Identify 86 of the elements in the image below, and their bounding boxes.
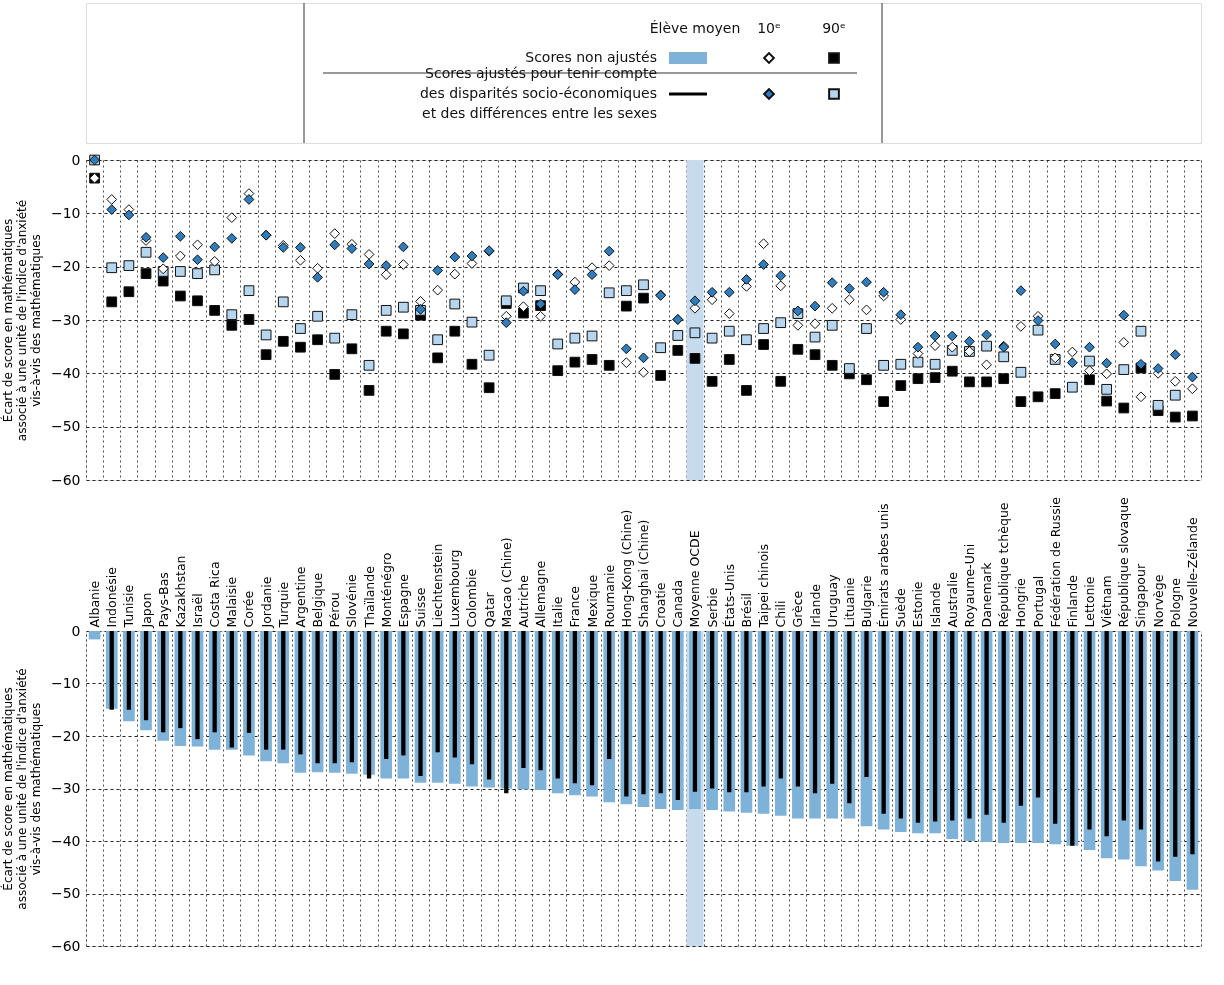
x-tick-label: Croatie [653, 582, 669, 628]
y-tick-label: 0 [71, 622, 81, 639]
legend-title: Élève moyen [649, 20, 741, 36]
x-tick-label: Grèce [790, 590, 806, 628]
x-tick-label: Finlande [1064, 574, 1080, 628]
x-tick-label: France [567, 585, 583, 628]
x-tick-label: Indonésie [104, 566, 120, 628]
x-tick-label: Pologne [1167, 577, 1183, 628]
x-tick-label: Lituanie [841, 577, 857, 628]
y-tick-label: −20 [50, 727, 81, 744]
x-tick-label: Australie [944, 571, 960, 628]
x-tick-label: Thaïlande [361, 565, 377, 629]
x-tick-label: Bulgarie [859, 575, 874, 628]
y-tick-label: −60 [50, 937, 81, 954]
x-tick-label: Pays-Bas [155, 572, 171, 628]
x-tick-label: Turquie [275, 581, 291, 629]
x-tick-label: Tunisie [121, 584, 137, 629]
x-tick-label: Pérou [327, 592, 343, 628]
x-tick-label: Viêtnam [1099, 575, 1115, 628]
x-tick-label: Macao (Chine) [498, 537, 514, 628]
x-tick-label: Argentine [292, 566, 308, 628]
x-tick-label: Brésil [738, 592, 754, 628]
x-tick-label: Singapour [1133, 563, 1149, 628]
y-tick-label: −30 [50, 311, 81, 328]
x-tick-label: Shanghai (Chine) [636, 519, 651, 628]
x-tick-label: Corée [241, 590, 257, 628]
x-tick-label: Jordanie [258, 576, 274, 629]
x-tick-label: Belgique [310, 572, 326, 628]
x-tick-label: Uruguay [824, 573, 840, 628]
x-tick-label: Japon [138, 592, 154, 629]
y-tick-label: −30 [50, 780, 81, 796]
x-tick-label: Fédération de Russie [1047, 496, 1063, 628]
x-tick-label: Costa Rica [207, 561, 223, 628]
x-tick-label: Espagne [395, 573, 411, 628]
x-tick-label: Suède [893, 588, 909, 628]
x-tick-label: Slovénie [344, 573, 360, 628]
x-tick-label: Islande [927, 582, 943, 628]
x-tick-label: Israël [190, 593, 205, 628]
y-tick-label: −40 [50, 832, 81, 849]
x-tick-label: Kazakhstan [172, 555, 188, 628]
x-tick-label: République tchèque [996, 502, 1012, 628]
x-tick-label: Monténégro [378, 552, 394, 628]
x-tick-label: Serbie [704, 587, 720, 628]
x-tick-label: Danemark [979, 561, 995, 628]
y-tick-label: −60 [50, 471, 81, 488]
x-tick-label: Portugal [1030, 575, 1046, 628]
text: 10ᵉ [757, 20, 781, 36]
x-tick-label: États-Unis [721, 564, 737, 628]
x-tick-label: République slovaque [1116, 496, 1132, 628]
x-tick-label: Albanie [87, 580, 103, 628]
x-tick-label: Luxembourg [447, 549, 463, 628]
x-tick-label: Autriche [515, 574, 531, 628]
x-tick-label: Nouvelle-Zélande [1184, 517, 1200, 628]
x-tick-label: Roumanie [601, 564, 617, 628]
x-tick-label: Royaume-Uni [961, 543, 977, 628]
y-axis-title: Écart de score en mathématiques associé à une unité de l'indice d'anxiété vis-à-vis des mathématiques [0, 199, 43, 442]
x-tick-label: Colombie [464, 568, 480, 628]
y-tick-label: −50 [50, 885, 81, 901]
x-tick-label: Taipei chinois [756, 543, 772, 629]
y-tick-label: −50 [50, 418, 81, 435]
x-tick-label: Allemagne [533, 560, 549, 628]
x-tick-label: Canada [670, 579, 686, 628]
x-tick-label: Malaisie [224, 576, 240, 628]
x-tick-label: Mexique [584, 574, 600, 628]
x-tick-label: Moyenne OCDE [687, 530, 703, 628]
x-tick-label: Lettonie [1082, 576, 1097, 628]
x-tick-label: Suisse [413, 587, 428, 628]
x-tick-label: Qatar [481, 591, 497, 628]
legend-label: Scores non ajustés [525, 49, 657, 65]
x-tick-label: Chili [773, 600, 789, 628]
y-axis-title: Écart de score en mathématiques associé à une unité de l'indice d'anxiété vis-à-vis des mathématiques [0, 668, 43, 910]
x-tick-label: Hongrie [1013, 577, 1029, 628]
y-tick-label: −10 [50, 675, 81, 691]
x-tick-label: Émirats arabes unis [876, 503, 892, 628]
y-tick-label: −40 [50, 364, 81, 381]
x-tick-label: Liechtenstein [430, 543, 446, 628]
y-tick-label: −20 [50, 258, 81, 275]
legend-label: Scores ajustés pour tenir compte des disparités socio-économiques et des différences entre les sexes [419, 65, 657, 121]
x-tick-label: Italie [550, 596, 566, 628]
text: 90ᵉ [822, 20, 846, 36]
x-tick-label: Irlande [807, 583, 823, 628]
y-tick-label: 0 [71, 151, 81, 168]
x-tick-label: Norvège [1150, 574, 1166, 628]
x-tick-label: Hong-Kong (Chine) [618, 509, 634, 628]
x-tick-label: Estonie [910, 581, 926, 628]
y-tick-label: −10 [50, 204, 81, 221]
